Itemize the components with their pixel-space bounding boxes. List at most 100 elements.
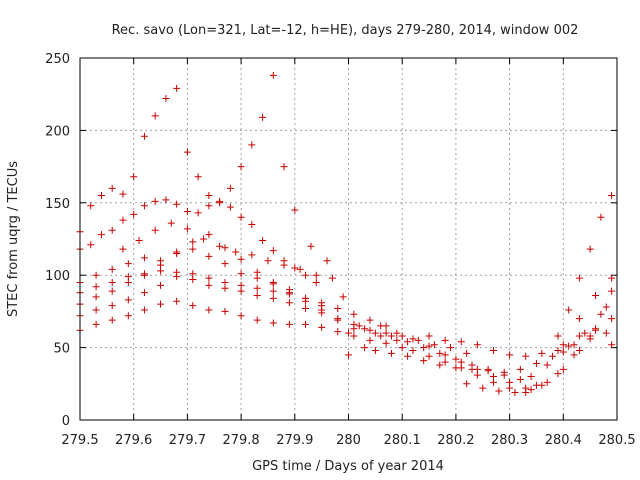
data-point	[237, 270, 245, 278]
data-point	[559, 348, 567, 356]
data-point	[339, 293, 347, 301]
data-point	[232, 248, 240, 256]
data-point	[253, 291, 261, 299]
data-point	[581, 329, 589, 337]
data-points	[76, 71, 616, 396]
y-tick-label: 100	[45, 269, 70, 284]
series-group	[119, 219, 336, 282]
data-point	[334, 328, 342, 336]
x-axis-label: GPS time / Days of year 2014	[252, 459, 444, 474]
data-point	[280, 163, 288, 171]
data-point	[189, 238, 197, 246]
data-point	[183, 148, 191, 156]
data-point	[452, 364, 460, 372]
data-point	[382, 329, 390, 337]
data-point	[205, 192, 213, 200]
data-point	[559, 365, 567, 373]
series-group	[76, 245, 358, 333]
data-point	[92, 320, 100, 328]
y-tick-label: 200	[45, 124, 70, 139]
data-point	[167, 219, 175, 227]
data-point	[516, 365, 524, 373]
data-point	[345, 351, 352, 359]
data-point	[425, 352, 433, 360]
data-point	[173, 297, 181, 305]
data-point	[570, 351, 578, 359]
data-point	[441, 351, 449, 359]
data-point	[409, 335, 417, 343]
data-point	[173, 84, 181, 92]
data-point	[157, 261, 165, 269]
data-point	[296, 265, 304, 273]
data-point	[269, 287, 277, 295]
data-point	[226, 203, 234, 211]
data-point	[302, 320, 310, 328]
series-group	[371, 287, 616, 376]
data-point	[608, 341, 616, 349]
data-point	[393, 329, 401, 337]
data-point	[285, 299, 293, 307]
data-point	[387, 332, 395, 340]
x-tick-label: 279.5	[61, 433, 98, 448]
data-point	[334, 305, 342, 313]
data-point	[334, 316, 342, 324]
data-point	[328, 274, 336, 282]
data-point	[608, 274, 616, 282]
data-point	[124, 296, 132, 304]
data-point	[205, 274, 213, 282]
data-point	[173, 248, 181, 256]
data-point	[307, 242, 315, 250]
data-point	[259, 236, 267, 244]
data-point	[586, 335, 594, 343]
data-point	[200, 235, 208, 243]
y-tick-label: 0	[62, 414, 70, 429]
series-group	[76, 231, 326, 310]
chart-title: Rec. savo (Lon=321, Lat=-12, h=HE), days…	[112, 23, 579, 38]
data-point	[323, 257, 331, 265]
data-point	[318, 323, 326, 331]
data-point	[140, 289, 148, 297]
data-point	[345, 329, 352, 337]
data-point	[404, 338, 412, 346]
data-point	[92, 306, 100, 314]
data-point	[124, 312, 132, 320]
y-tick-label: 250	[45, 52, 70, 67]
data-point	[216, 199, 224, 207]
data-point	[608, 315, 616, 323]
data-point	[463, 349, 471, 357]
data-point	[538, 349, 546, 357]
data-point	[183, 225, 191, 233]
data-point	[221, 278, 229, 286]
data-point	[457, 338, 465, 346]
data-point	[248, 251, 256, 259]
data-point	[371, 329, 379, 337]
data-point	[302, 294, 310, 302]
data-point	[484, 367, 492, 375]
data-point	[205, 281, 213, 289]
data-point	[452, 355, 460, 363]
data-point	[151, 197, 159, 205]
axis-ticks	[79, 57, 618, 421]
data-point	[586, 245, 594, 253]
data-point	[565, 342, 573, 350]
data-point	[205, 306, 213, 314]
data-point	[420, 344, 428, 352]
data-point	[253, 284, 261, 292]
data-point	[608, 287, 616, 295]
data-point	[425, 342, 433, 350]
data-point	[302, 271, 310, 279]
data-point	[387, 349, 395, 357]
data-point	[575, 315, 583, 323]
x-tick-label: 279.9	[276, 433, 313, 448]
data-point	[350, 310, 358, 318]
data-point	[350, 332, 358, 340]
data-point	[489, 346, 497, 354]
data-point	[554, 370, 562, 378]
x-tick-label: 279.8	[222, 433, 259, 448]
data-point	[602, 329, 610, 337]
data-point	[124, 278, 132, 286]
data-point	[527, 373, 535, 381]
data-point	[366, 326, 374, 334]
data-point	[140, 306, 148, 314]
data-point	[221, 260, 229, 268]
